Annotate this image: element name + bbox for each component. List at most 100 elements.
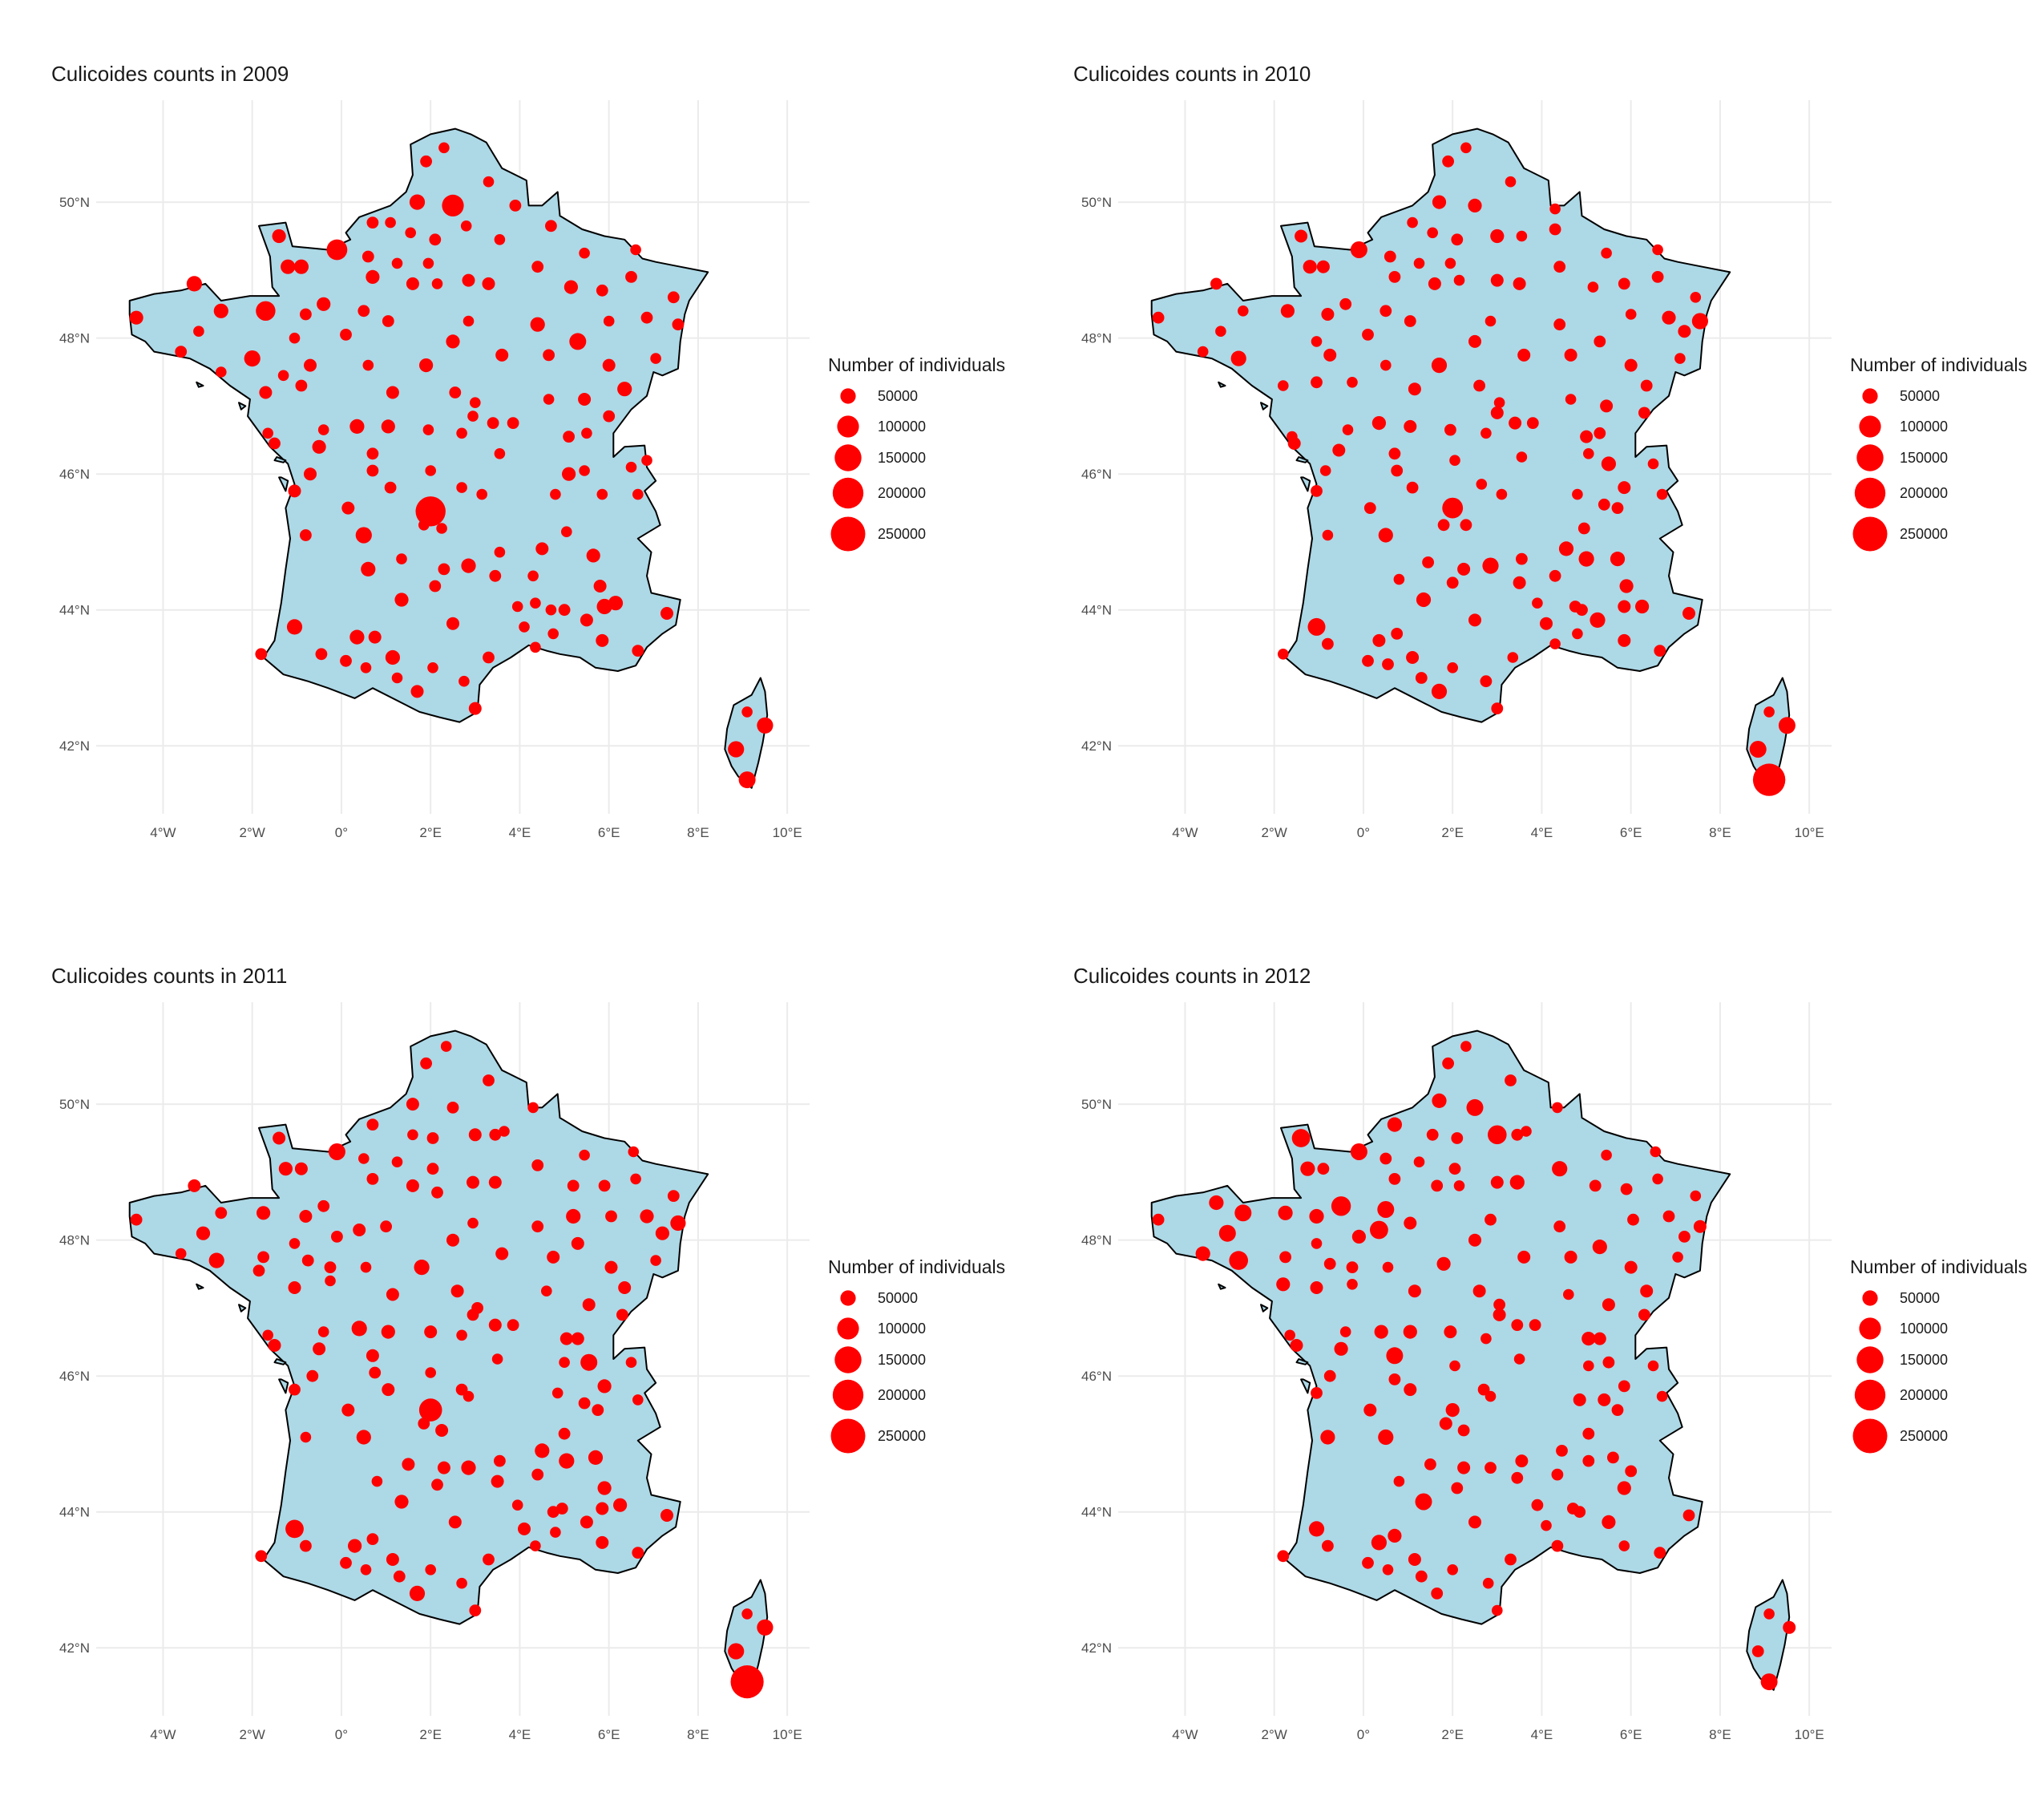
france-mainland	[1150, 1029, 1731, 1625]
count-point	[1408, 1553, 1421, 1566]
count-point	[1496, 488, 1508, 500]
count-point	[728, 741, 745, 758]
count-point	[738, 771, 756, 789]
count-point	[579, 1149, 590, 1161]
y-tick-label: 44°N	[59, 603, 90, 618]
count-point	[1432, 195, 1447, 209]
count-point	[289, 332, 301, 344]
count-point	[494, 448, 506, 459]
count-point	[288, 484, 301, 498]
legend-key-circle	[830, 1418, 866, 1454]
count-point	[431, 1186, 443, 1199]
count-point	[1485, 1462, 1497, 1474]
count-point	[394, 593, 409, 607]
x-tick-label: 6°E	[598, 825, 620, 840]
count-point	[1209, 1195, 1224, 1211]
count-point	[1197, 346, 1209, 358]
count-point	[1638, 407, 1650, 419]
count-point	[1311, 1238, 1323, 1249]
count-point	[1482, 557, 1499, 574]
size-legend: Number of individuals 50000 100000 150000 20…	[1850, 1256, 2027, 1454]
count-point	[406, 1179, 419, 1192]
count-point	[1763, 1608, 1775, 1620]
count-point	[1656, 1390, 1668, 1402]
count-point	[1485, 1213, 1497, 1226]
count-point	[1552, 1102, 1563, 1114]
count-point	[1594, 335, 1606, 348]
count-point	[422, 424, 434, 435]
count-point	[1505, 176, 1517, 188]
count-point	[1295, 229, 1308, 243]
count-point	[371, 1475, 383, 1487]
count-point	[468, 702, 482, 715]
count-point	[535, 542, 549, 556]
count-point	[1627, 1213, 1639, 1226]
count-point	[625, 461, 637, 473]
count-point	[1567, 1503, 1579, 1515]
count-point	[1323, 348, 1337, 362]
count-point	[325, 1275, 336, 1287]
count-point	[1388, 447, 1401, 460]
count-point	[1406, 651, 1420, 664]
legend-key-circle	[840, 388, 856, 404]
count-point	[1362, 329, 1374, 341]
count-point	[616, 1309, 628, 1321]
count-point	[1583, 1360, 1594, 1372]
count-point	[351, 1321, 367, 1337]
count-point	[407, 1129, 418, 1141]
count-point	[1526, 417, 1539, 429]
count-point	[1611, 502, 1624, 514]
count-point	[420, 155, 432, 168]
count-point	[294, 1162, 308, 1175]
x-tick-label: 10°E	[1795, 1727, 1824, 1742]
count-point	[467, 1309, 479, 1321]
count-point	[286, 619, 303, 635]
count-point	[728, 1643, 745, 1660]
count-point	[547, 1506, 559, 1519]
count-point	[1476, 479, 1488, 490]
count-point	[596, 1535, 609, 1549]
count-point	[1598, 498, 1610, 511]
count-point	[1378, 1429, 1394, 1446]
count-point	[1492, 1604, 1503, 1616]
count-point	[530, 597, 541, 609]
count-point	[1751, 1645, 1764, 1657]
count-point	[1540, 617, 1553, 630]
count-point	[382, 1383, 395, 1397]
count-point	[571, 1236, 584, 1250]
count-point	[1482, 1577, 1494, 1589]
count-point	[1415, 672, 1428, 684]
count-point	[1656, 488, 1668, 500]
count-point	[1516, 230, 1528, 242]
x-tick-label: 4°W	[1172, 1727, 1198, 1742]
count-point	[1388, 1528, 1402, 1543]
count-point	[1311, 485, 1323, 497]
count-point	[1607, 1451, 1619, 1464]
count-point	[559, 1332, 573, 1345]
count-point	[1457, 562, 1471, 576]
count-point	[593, 580, 607, 593]
x-tick-label: 8°E	[687, 1727, 709, 1742]
count-point	[429, 233, 442, 246]
count-point	[1513, 1353, 1525, 1365]
count-point	[461, 1460, 476, 1475]
count-point	[1431, 358, 1448, 374]
count-point	[670, 1215, 686, 1232]
count-point	[1444, 1325, 1457, 1339]
legend-key-label: 50000	[878, 1290, 918, 1306]
legend-key-circle	[832, 1379, 864, 1411]
count-point	[597, 1379, 612, 1393]
count-point	[1593, 1332, 1606, 1345]
count-point	[1654, 645, 1666, 657]
legend-key-label: 50000	[1900, 388, 1940, 404]
count-point	[561, 526, 572, 537]
count-point	[366, 464, 379, 477]
x-tick-label: 4°W	[150, 825, 176, 840]
count-point	[1331, 1196, 1351, 1216]
count-point	[1309, 1208, 1324, 1224]
count-point	[1602, 1356, 1615, 1369]
count-point	[562, 467, 576, 481]
count-point	[446, 334, 460, 349]
x-tick-label: 6°E	[598, 1727, 620, 1742]
count-point	[1650, 1146, 1662, 1158]
